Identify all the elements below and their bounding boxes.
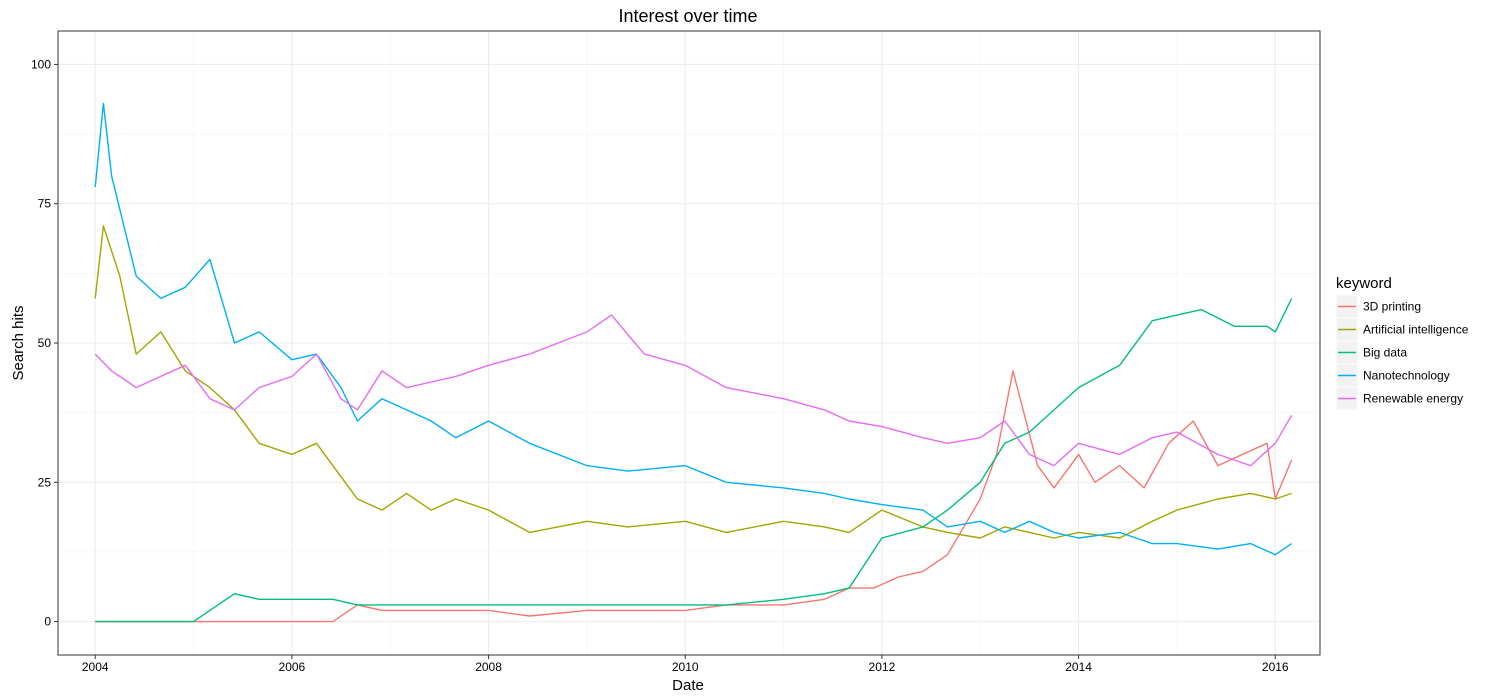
legend-label: Nanotechnology <box>1363 369 1450 383</box>
legend-title: keyword <box>1336 275 1392 292</box>
x-tick-label: 2010 <box>672 660 699 674</box>
legend-item-renewable-energy: Renewable energy <box>1335 386 1463 411</box>
x-tick-label: 2004 <box>82 660 109 674</box>
y-tick-label: 75 <box>38 197 52 211</box>
series-line-artificial-intelligence <box>94 225 1292 539</box>
legend-item-big-data: Big data <box>1335 340 1407 365</box>
y-axis-title: Search hits <box>10 305 27 380</box>
x-tick-label: 2012 <box>869 660 896 674</box>
x-tick-label: 2006 <box>279 660 306 674</box>
legend-label: Big data <box>1363 346 1407 360</box>
series-line-3d-printing <box>95 370 1293 623</box>
axes: 2004 2006 2008 2010 2012 2014 2016 0 25 50 75 100 <box>31 57 1289 674</box>
series-line-renewable-energy <box>94 314 1293 467</box>
x-tick-label: 2008 <box>475 660 502 674</box>
y-tick-label: 50 <box>38 336 52 350</box>
legend-label: Artificial intelligence <box>1363 323 1469 337</box>
x-tick-label: 2016 <box>1262 660 1289 674</box>
y-tick-label: 100 <box>31 57 51 71</box>
x-axis-title: Date <box>672 677 704 694</box>
series-line-nanotechnology <box>94 102 1292 556</box>
series-line-big-data <box>95 298 1293 623</box>
y-tick-label: 0 <box>44 615 51 629</box>
legend-item-artificial-intelligence: Artificial intelligence <box>1335 317 1469 342</box>
series-lines <box>94 102 1293 623</box>
y-tick-label: 25 <box>38 475 52 489</box>
legend-item-3d-printing: 3D printing <box>1335 294 1421 319</box>
legend-item-nanotechnology: Nanotechnology <box>1335 363 1450 388</box>
x-tick-label: 2014 <box>1065 660 1092 674</box>
legend-label: 3D printing <box>1363 300 1421 314</box>
chart-title: Interest over time <box>618 6 757 26</box>
grid <box>58 31 1320 655</box>
legend-label: Renewable energy <box>1363 392 1463 406</box>
legend: keyword 3D printing Artificial intelligen… <box>1335 275 1469 411</box>
